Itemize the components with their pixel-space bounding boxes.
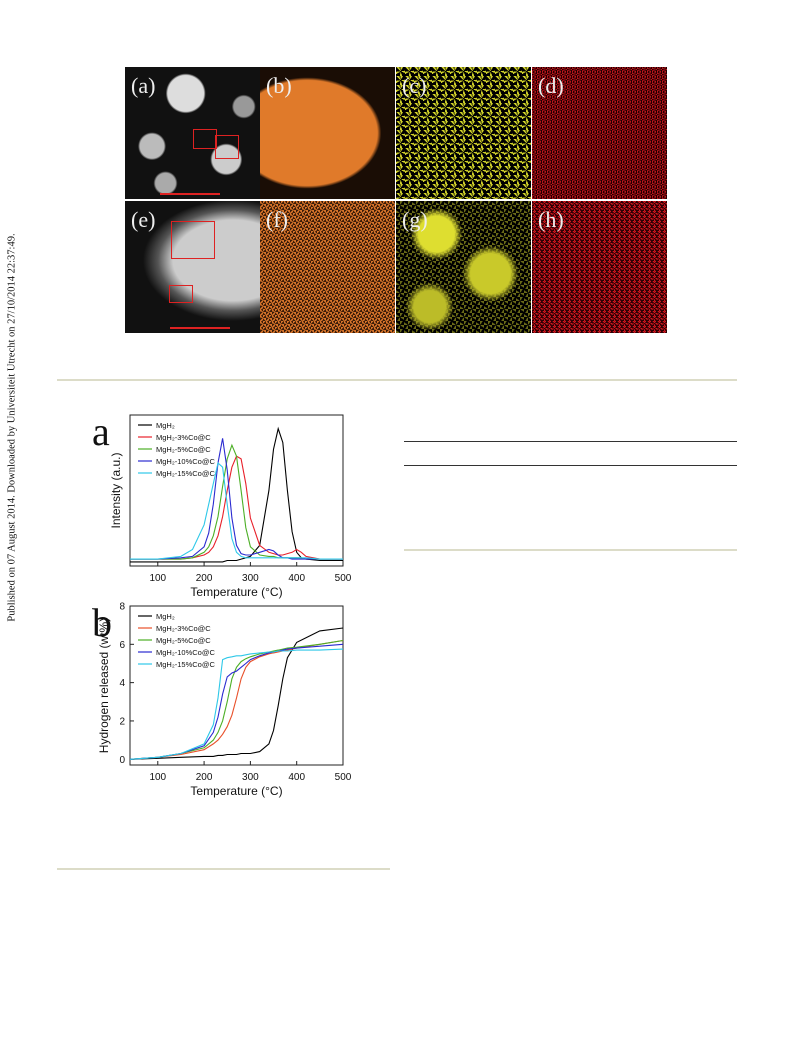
image-panel: (g) [396,201,531,333]
data-line [130,461,343,560]
image-panel: (b) [260,67,395,199]
panel-label: (e) [131,207,156,232]
image-panel: (c) [396,67,531,199]
image-panel: (e) [125,201,260,333]
x-tick-label: 400 [288,772,305,783]
legend-label: MgH₂-5%Co@C [156,445,211,454]
plot-frame [129,414,344,567]
panel-label: b [92,600,112,645]
rule [57,868,390,870]
image-panel: (a) [125,67,260,199]
panel-label: (h) [538,207,564,232]
x-tick-label: 100 [149,772,166,783]
legend-label: MgH₂ [156,421,175,430]
panel-label: a [92,409,110,454]
data-line [129,639,344,760]
charts: a 100 200 300 400 500 Temperature (°C) Intensit… [92,409,352,798]
data-line [130,455,343,560]
data-line [129,648,344,760]
x-tick-label: 200 [196,772,213,783]
rule [57,379,737,381]
legend-label: MgH₂-10%Co@C [156,648,215,657]
data-line [130,438,343,560]
legend-label: MgH₂-10%Co@C [156,457,215,466]
data-line [129,643,344,760]
y-tick-label: 8 [119,602,125,613]
x-tick-label: 300 [242,573,259,584]
y-tick-label: 4 [119,678,125,689]
data-line [129,639,344,760]
panel-label: (b) [266,73,292,98]
rule [404,549,737,551]
table-rule [404,441,737,442]
image-panel: (d) [532,67,667,199]
panel-label: (c) [402,73,427,98]
legend-label: MgH₂-5%Co@C [156,636,211,645]
panel-label: (a) [131,73,156,98]
legend-label: MgH₂-15%Co@C [156,469,215,478]
panel-label: (d) [538,73,564,98]
data-line [129,627,344,760]
image-panel: (f) [260,201,395,333]
y-tick-label: 0 [119,755,125,766]
panel-label: (f) [266,207,288,232]
legend-label: MgH₂-3%Co@C [156,433,211,442]
y-axis-label: Intensity (a.u.) [109,452,123,528]
x-axis-label: Temperature (°C) [190,585,282,599]
y-tick-label: 2 [119,716,125,727]
image-panel: (h) [532,201,667,333]
table-rule [404,465,737,466]
panel-label: (g) [402,207,428,232]
x-tick-label: 500 [335,772,352,783]
legend-label: MgH₂ [156,612,175,621]
plot-frame [129,605,344,766]
x-tick-label: 300 [242,772,259,783]
x-tick-label: 100 [149,573,166,584]
legend-label: MgH₂-3%Co@C [156,624,211,633]
legend-label: MgH₂-15%Co@C [156,660,215,669]
y-axis-label: Hydrogen released (wt%) [97,618,111,753]
x-tick-label: 200 [196,573,213,584]
y-tick-label: 6 [119,640,125,651]
x-axis-label: Temperature (°C) [190,784,282,798]
x-tick-label: 500 [335,573,352,584]
x-tick-label: 400 [288,573,305,584]
